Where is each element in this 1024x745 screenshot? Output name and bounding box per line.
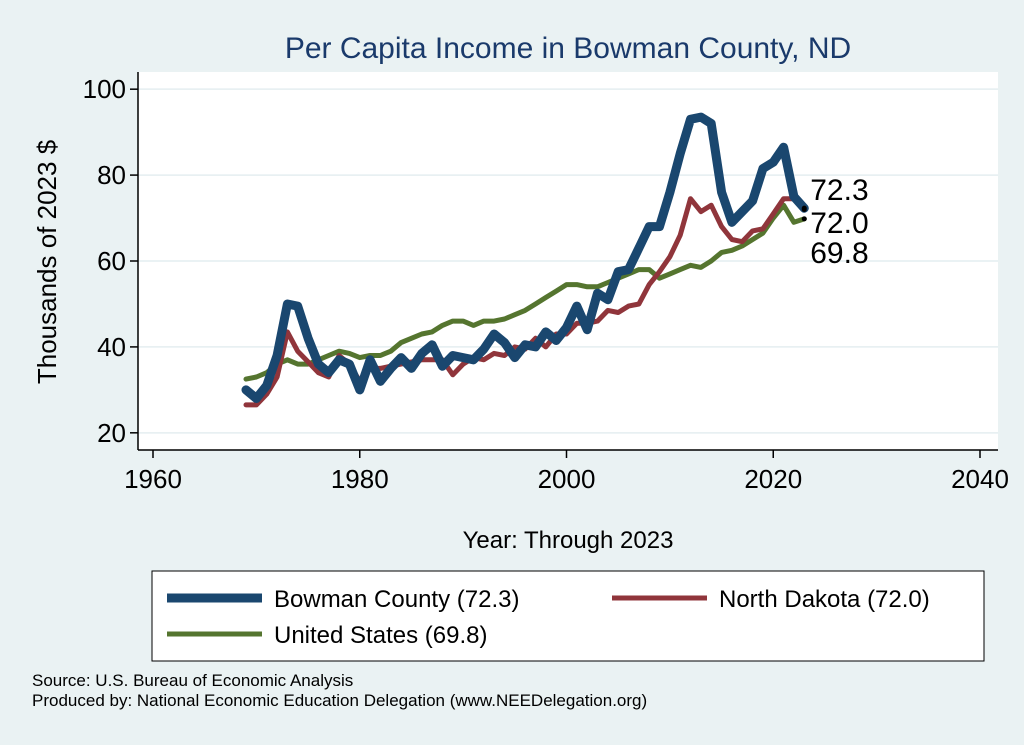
source-note: Source: U.S. Bureau of Economic Analysis <box>32 671 354 690</box>
y-axis-label: Thousands of 2023 $ <box>32 139 62 384</box>
x-tick-label-1980: 1980 <box>331 464 389 494</box>
x-tick-label-1960: 1960 <box>124 464 182 494</box>
x-axis-label: Year: Through 2023 <box>463 527 674 554</box>
x-tick-label-2040: 2040 <box>951 464 1009 494</box>
y-tick-label-60: 60 <box>97 246 126 276</box>
end-label-2: 69.8 <box>810 237 868 270</box>
end-label-0: 72.3 <box>810 174 868 207</box>
series-lines <box>241 112 809 408</box>
y-tick-label-100: 100 <box>83 74 126 104</box>
end-marker-1 <box>801 206 807 212</box>
end-marker-2 <box>801 216 807 222</box>
legend-box <box>151 570 985 662</box>
x-tick-label-2000: 2000 <box>538 464 596 494</box>
legend-label-north-dakota: North Dakota (72.0) <box>719 586 930 613</box>
end-labels: 72.372.069.8 <box>801 174 869 270</box>
legend-label-united-states: United States (69.8) <box>274 622 487 649</box>
legend: Bowman County (72.3) North Dakota (72.0)… <box>151 570 985 662</box>
series-line-2 <box>243 202 807 382</box>
legend-label-bowman: Bowman County (72.3) <box>274 586 519 613</box>
chart-title: Per Capita Income in Bowman County, ND <box>285 32 851 65</box>
end-label-1: 72.0 <box>810 207 868 240</box>
series-line-0 <box>241 112 809 403</box>
producer-note: Produced by: National Economic Education… <box>32 691 648 710</box>
y-tick-label-40: 40 <box>97 332 126 362</box>
y-tick-label-80: 80 <box>97 160 126 190</box>
x-tick-label-2020: 2020 <box>744 464 802 494</box>
y-tick-label-20: 20 <box>97 418 126 448</box>
